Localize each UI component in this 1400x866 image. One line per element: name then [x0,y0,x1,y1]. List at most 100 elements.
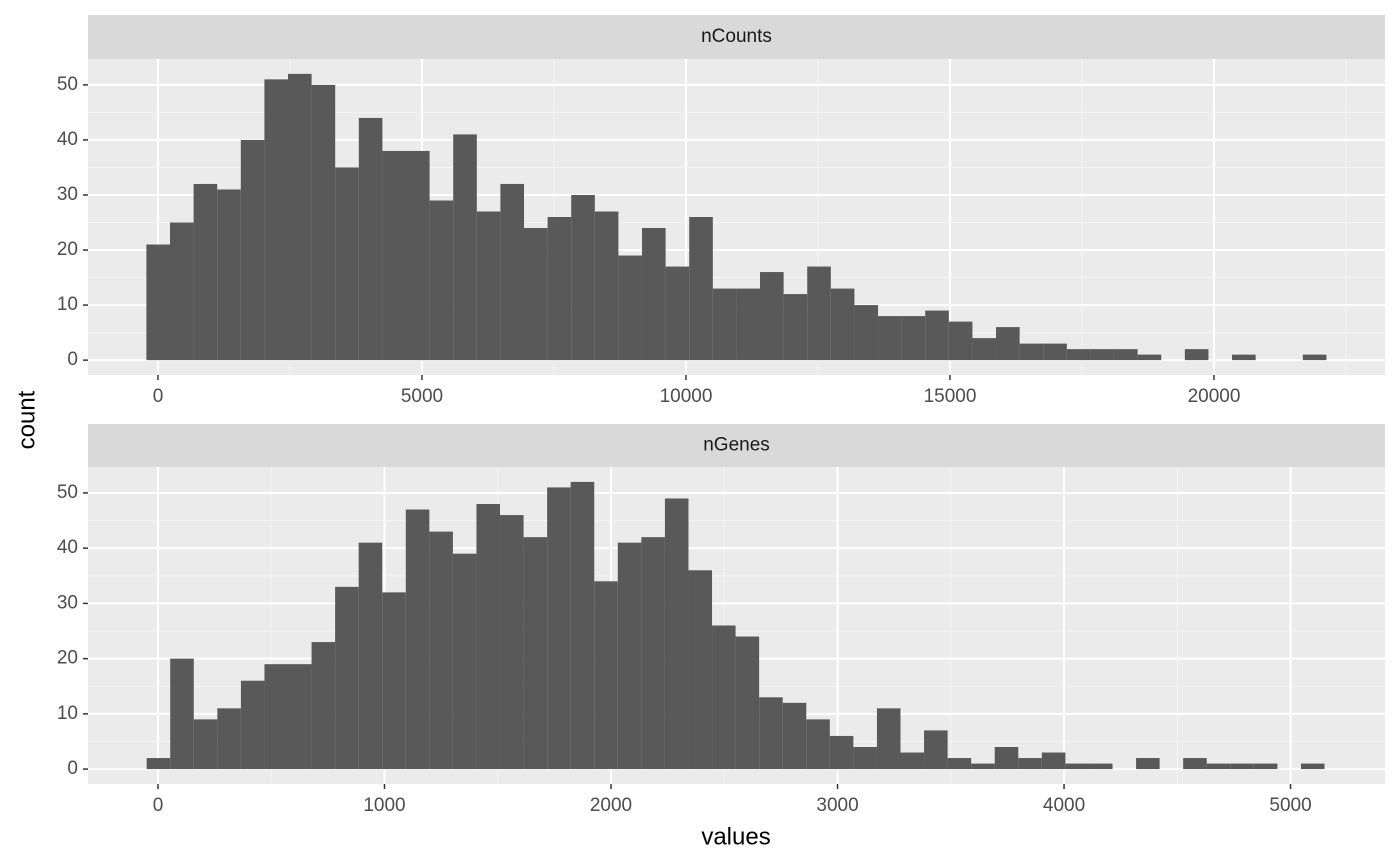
y-tick-label: 10 [57,703,78,724]
histogram-bar [1018,758,1042,770]
histogram-bar [1065,763,1089,770]
histogram-bar [853,746,877,770]
histogram-bar [594,581,618,770]
histogram-bar [830,288,855,361]
histogram-bar [736,288,761,361]
y-tick-label: 30 [57,184,78,205]
x-tick-label: 15000 [924,386,977,407]
histogram-bar [594,211,619,361]
y-tick-label: 0 [67,758,78,779]
y-tick-label: 40 [57,129,78,150]
histogram-bar [335,167,359,361]
strip [88,424,1385,467]
histogram-bar [783,294,808,361]
histogram-bar [878,316,902,361]
histogram-bar [1206,763,1231,770]
histogram-bar [217,708,241,770]
histogram-bar [1041,752,1066,770]
histogram-bar [547,487,571,770]
histogram-bar [476,211,501,361]
histogram-bar [994,746,1019,770]
x-tick-label: 0 [153,386,164,407]
histogram-bar [617,542,642,770]
x-tick-label: 20000 [1188,386,1241,407]
histogram-bar [948,321,973,361]
histogram-bar [901,316,926,361]
x-tick-label: 10000 [660,386,713,407]
histogram-bar [641,537,665,770]
histogram-bar [712,288,737,361]
x-tick-label: 5000 [401,386,443,407]
histogram-bar [453,134,477,361]
histogram-bar [1300,763,1325,770]
histogram-bar [429,531,453,770]
histogram-bar [452,553,477,770]
histogram-bar [782,702,807,770]
x-tick-label: 4000 [1043,795,1085,816]
histogram-bar [1019,343,1044,361]
histogram-bar [335,586,359,770]
histogram-bar [618,255,643,361]
histogram-bar [642,228,666,361]
histogram-bar [264,664,289,770]
histogram-bar [547,217,572,361]
histogram-bar [760,272,784,361]
histogram-bar [500,515,524,770]
histogram-bar [264,79,289,361]
y-tick-label: 50 [57,482,78,503]
y-tick-label: 30 [57,592,78,613]
histogram-bar [925,310,949,361]
histogram-bar [876,708,901,770]
x-tick-label: 1000 [363,795,405,816]
y-tick-label: 0 [67,349,78,370]
histogram-bar [311,642,336,770]
histogram-bar [288,664,312,770]
histogram-bar [240,139,265,361]
histogram-bar [500,183,525,361]
histogram-bar [924,730,948,770]
histogram-bar [1114,349,1138,361]
y-tick-label: 20 [57,239,78,260]
histogram-bar [193,719,218,770]
histogram-bar [1183,758,1207,770]
histogram-bar [406,150,430,361]
histogram-bar [854,305,879,361]
histogram-bar [829,735,854,770]
histogram-bar [382,150,407,361]
histogram-bar [429,200,454,361]
y-tick-label: 20 [57,648,78,669]
histogram-bar [1137,354,1162,361]
y-tick-label: 50 [57,74,78,95]
x-tick-label: 2000 [590,795,632,816]
histogram-bar [712,625,736,770]
histogram-bar [947,758,972,770]
histogram-bar [665,266,690,361]
histogram-bar [1253,763,1278,770]
histogram-bar [996,327,1020,361]
histogram-bar [688,570,713,770]
x-tick-label: 5000 [1269,795,1311,816]
histogram-bar [664,498,689,770]
histogram-bar [217,189,241,361]
histogram-bar [759,697,783,770]
histogram-bar [1136,758,1160,770]
histogram-bar [358,117,383,361]
histogram-bar [1230,763,1254,770]
histogram-bar [1090,349,1115,361]
histogram-bar [1302,354,1327,361]
histogram-bar [1066,349,1091,361]
strip [88,15,1385,59]
histogram-bar [288,73,312,361]
histogram-bar [689,217,713,361]
histogram-bar [476,504,501,770]
histogram-bar [1043,343,1067,361]
histogram-bar [382,592,406,770]
histogram-bar [972,338,997,361]
histogram-bar [900,752,925,770]
y-axis-label: count [13,390,40,449]
histogram-bar [806,719,830,770]
x-axis-label: values [701,823,770,850]
y-tick-label: 10 [57,294,78,315]
histogram-bar [807,266,831,361]
histogram-bar [524,228,548,361]
